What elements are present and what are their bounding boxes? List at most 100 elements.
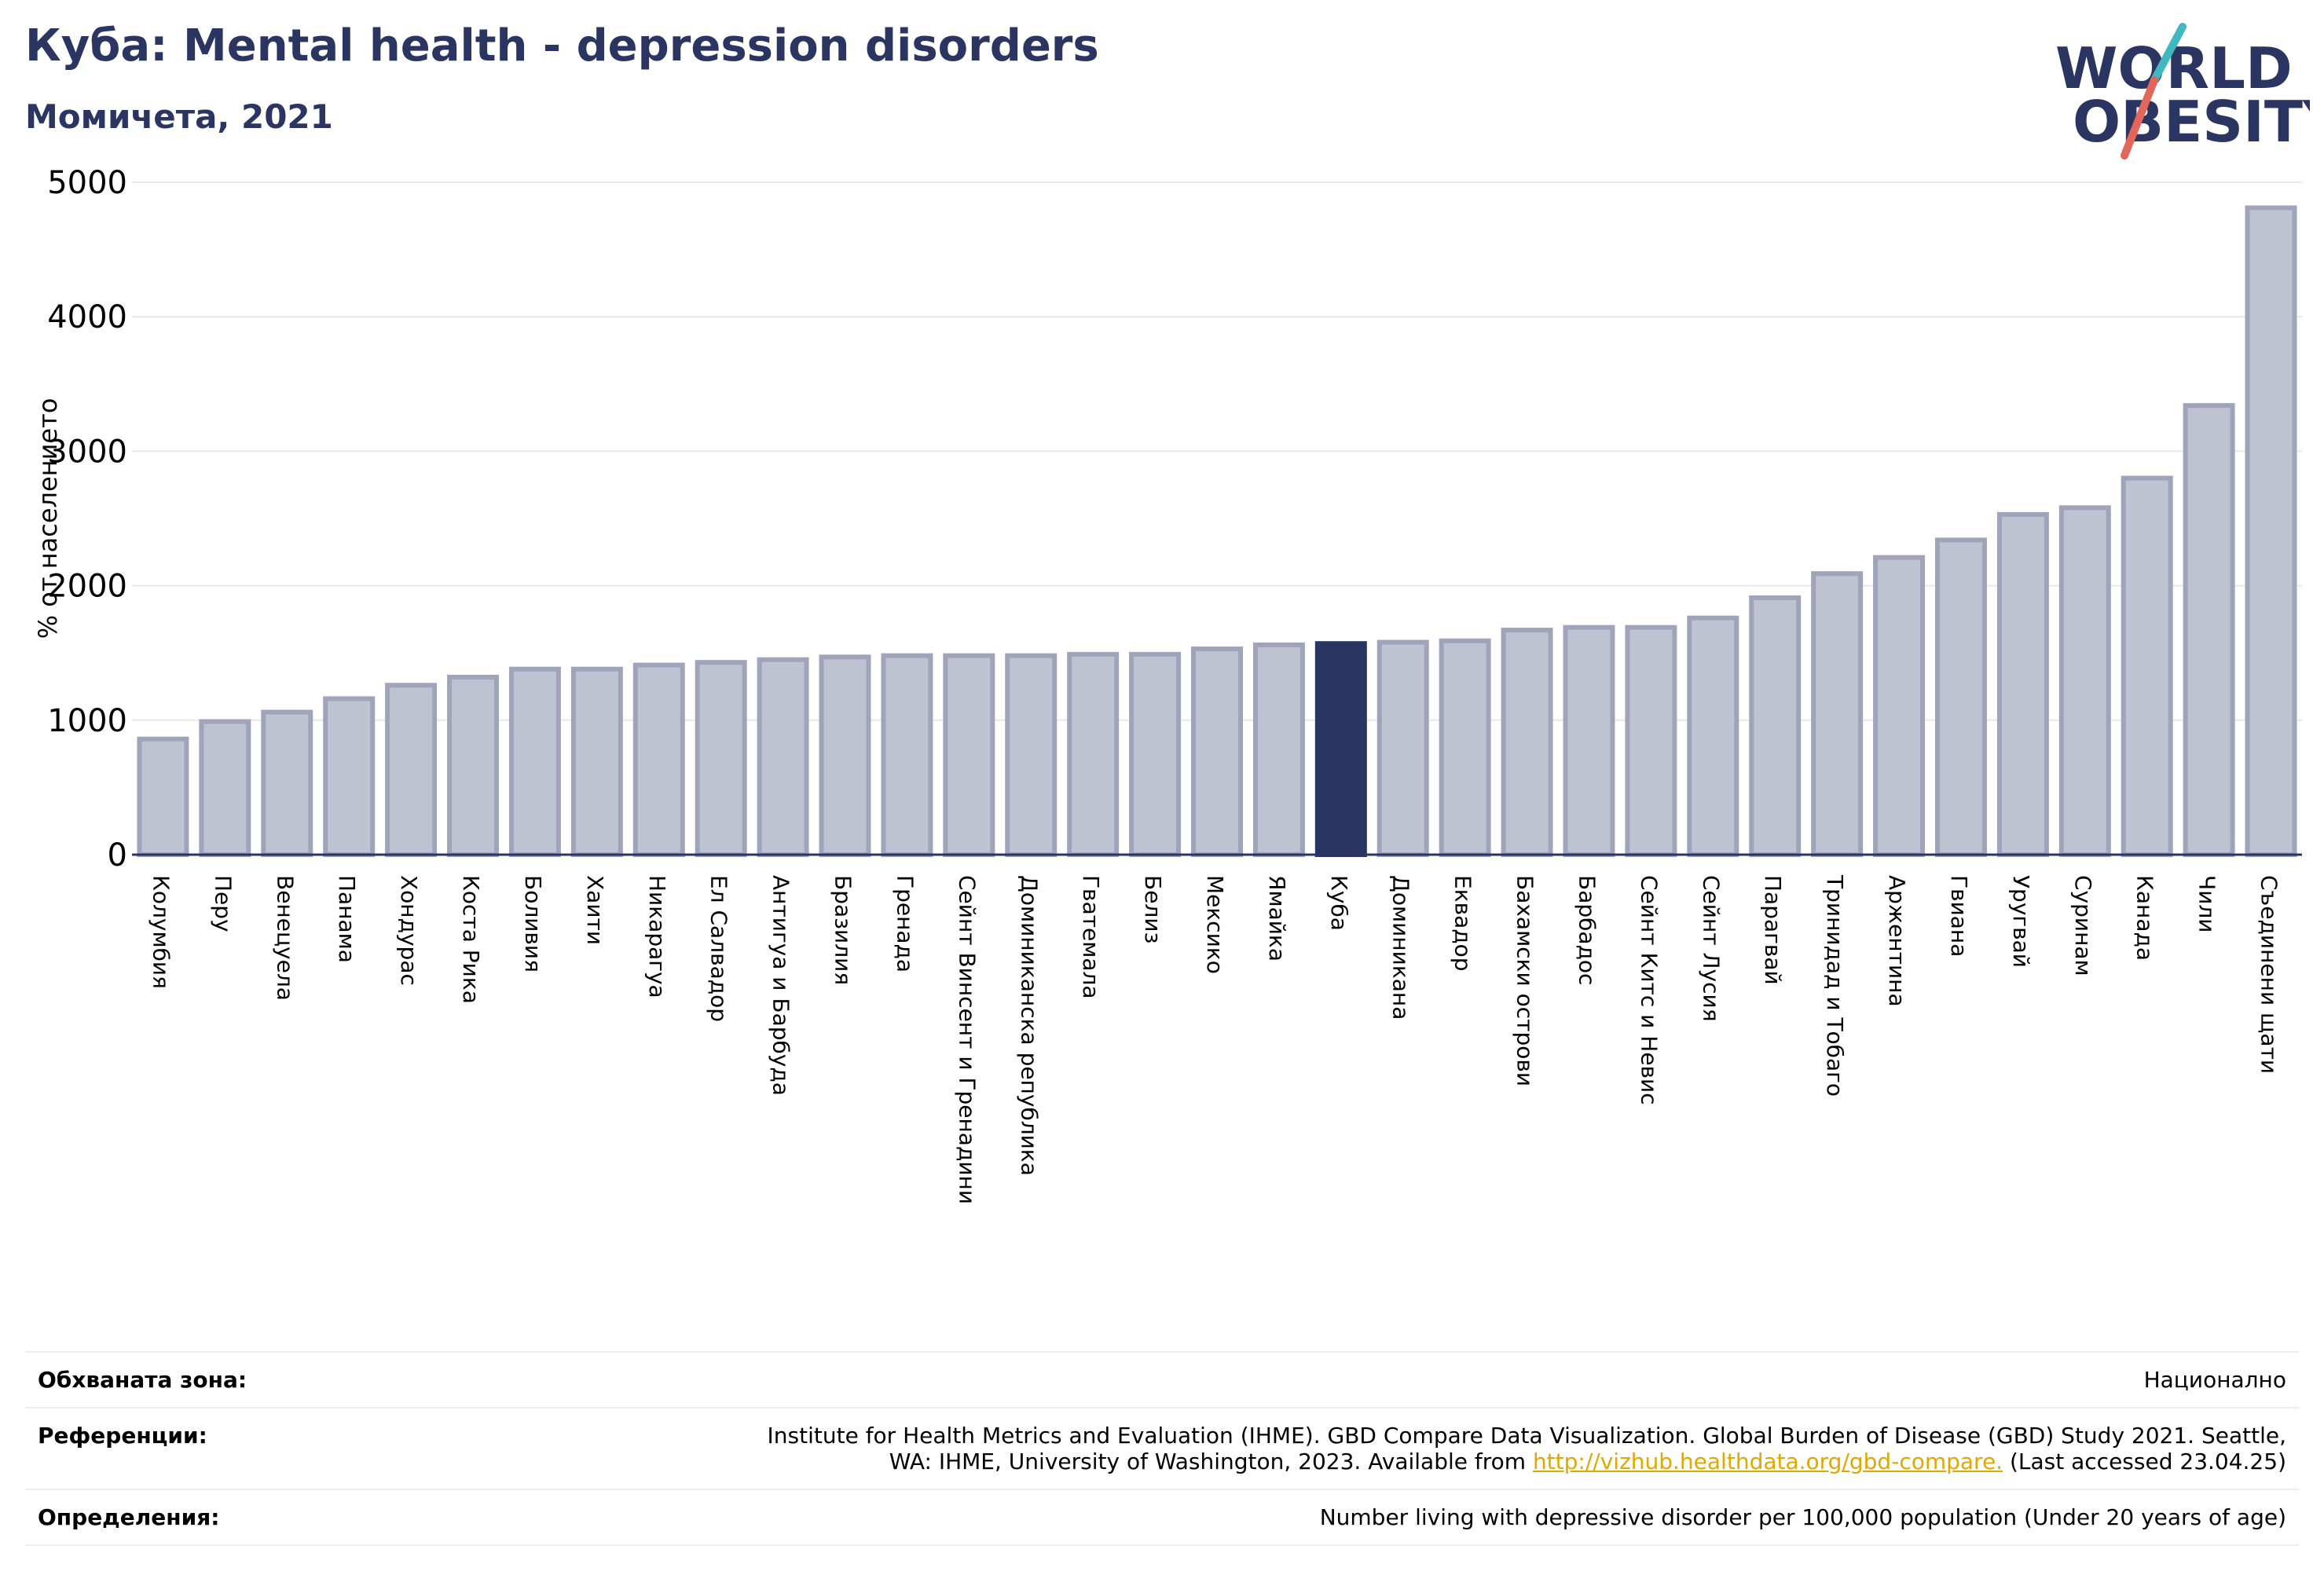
x-tick-label: Куба bbox=[1326, 875, 1352, 931]
bar bbox=[819, 654, 871, 857]
bar bbox=[2245, 205, 2297, 857]
x-tick-label: Съединени щати bbox=[2256, 875, 2282, 1074]
bar bbox=[2183, 403, 2235, 857]
x-tick-label: Колумбия bbox=[148, 875, 174, 989]
bar bbox=[323, 696, 376, 858]
definitions-label: Определения: bbox=[38, 1504, 220, 1530]
bar bbox=[1005, 653, 1058, 858]
bar bbox=[632, 662, 685, 857]
definitions-value: Number living with depressive disorder p… bbox=[1319, 1504, 2286, 1530]
x-tick-label: Парагвай bbox=[1760, 875, 1786, 985]
bar bbox=[261, 709, 313, 858]
bar bbox=[508, 666, 561, 858]
y-tick-label: 4000 bbox=[47, 299, 127, 335]
logo-text-obesity: OBESITY bbox=[2073, 89, 2310, 155]
bar bbox=[199, 719, 251, 858]
bar bbox=[1501, 628, 1553, 857]
x-tick-label: Никарагуа bbox=[644, 875, 670, 998]
x-tick-label: Еквадор bbox=[1450, 875, 1476, 972]
references-text-line1: Institute for Health Metrics and Evaluat… bbox=[767, 1423, 2286, 1449]
x-tick-label: Белиз bbox=[1140, 875, 1166, 943]
x-tick-label: Доминикана bbox=[1388, 875, 1414, 1020]
x-tick-label: Суринам bbox=[2070, 875, 2096, 976]
x-tick-label: Сейнт Лусия bbox=[1698, 875, 1724, 1022]
logo-slash-top bbox=[2150, 23, 2187, 84]
y-axis-ticks: 0 1000 2000 3000 4000 5000 bbox=[47, 165, 127, 874]
x-tick-label: Гренада bbox=[892, 875, 918, 972]
bar bbox=[1191, 646, 1243, 858]
bar bbox=[570, 666, 623, 858]
x-axis-labels: Колумбия Перу Венецуела Панама Хондурас Коста… bbox=[148, 874, 2282, 1204]
x-tick-label: Сейнт Винсент и Гренадини bbox=[954, 875, 980, 1204]
bar bbox=[1811, 571, 1864, 858]
x-tick-label: Тринидад и Тобаго bbox=[1822, 874, 1848, 1097]
x-tick-label: Канада bbox=[2132, 875, 2158, 961]
bar bbox=[1873, 555, 1926, 857]
x-tick-label: Доминиканска република bbox=[1016, 875, 1042, 1176]
y-axis-label: % от населението bbox=[33, 398, 63, 639]
references-label: Референции: bbox=[38, 1423, 207, 1449]
coverage-row: Обхваната зона: Национално bbox=[25, 1351, 2299, 1407]
bar bbox=[2121, 475, 2173, 857]
x-tick-label: Панама bbox=[334, 875, 360, 963]
bar-chart: 0 1000 2000 3000 4000 5000 Колумбия Перу Венецу… bbox=[33, 165, 2302, 1204]
coverage-value: Национално bbox=[2143, 1367, 2286, 1393]
y-tick-label: 0 bbox=[108, 837, 127, 874]
x-tick-label: Венецуела bbox=[272, 875, 298, 1001]
x-tick-label: Гватемала bbox=[1078, 875, 1104, 999]
bar bbox=[1376, 639, 1429, 858]
y-tick-label: 5000 bbox=[47, 165, 127, 201]
x-tick-label: Перу bbox=[210, 875, 236, 932]
bar bbox=[1439, 638, 1491, 857]
references-accessed: (Last accessed 23.04.25) bbox=[2003, 1449, 2286, 1474]
bar bbox=[881, 653, 933, 858]
x-tick-label: Барбадос bbox=[1574, 875, 1600, 985]
chart-subtitle: Момичета, 2021 bbox=[25, 97, 333, 136]
bar bbox=[695, 660, 747, 858]
bar bbox=[1563, 625, 1615, 857]
x-tick-label: Чили bbox=[2194, 875, 2220, 933]
x-tick-label: Хаити bbox=[582, 875, 608, 945]
x-tick-label: Бразилия bbox=[830, 875, 856, 985]
bar bbox=[1129, 651, 1182, 857]
bar bbox=[1749, 595, 1802, 857]
x-tick-label: Коста Рика bbox=[458, 875, 484, 1004]
references-link[interactable]: http://vizhub.healthdata.org/gbd-compare… bbox=[1532, 1449, 2003, 1474]
y-tick-label: 2000 bbox=[47, 569, 127, 605]
bars bbox=[137, 205, 2297, 858]
bar bbox=[447, 675, 500, 857]
coverage-label: Обхваната зона: bbox=[38, 1367, 247, 1393]
bar bbox=[2058, 505, 2111, 858]
definitions-row: Определения: Number living with depressi… bbox=[25, 1489, 2299, 1546]
x-tick-label: Бахамски острови bbox=[1512, 875, 1538, 1086]
x-tick-label: Сейнт Китс и Невис bbox=[1636, 875, 1662, 1105]
bar bbox=[943, 653, 995, 858]
bar bbox=[1625, 625, 1677, 857]
bar bbox=[1934, 537, 1987, 858]
x-tick-label: Антигуа и Барбуда bbox=[768, 875, 794, 1096]
bar bbox=[1252, 642, 1305, 857]
x-tick-label: Мексико bbox=[1202, 875, 1228, 974]
y-tick-label: 3000 bbox=[47, 434, 127, 470]
bar-highlighted bbox=[1314, 641, 1367, 857]
x-tick-label: Гвиана bbox=[1946, 875, 1972, 957]
logo-slash-bottom bbox=[2121, 76, 2158, 159]
references-text-line2: WA: IHME, University of Washington, 2023… bbox=[889, 1449, 1533, 1474]
x-tick-label: Боливия bbox=[520, 875, 546, 972]
world-obesity-logo: WORLD OBESITY bbox=[2055, 23, 2310, 159]
references-value: Institute for Health Metrics and Evaluat… bbox=[768, 1423, 2286, 1474]
metadata-table: Обхваната зона: Национално Референции: I… bbox=[25, 1351, 2299, 1546]
x-tick-label: Аржентина bbox=[1884, 875, 1910, 1007]
x-tick-label: Ямайка bbox=[1264, 875, 1290, 961]
chart-title: Куба: Mental health - depression disorde… bbox=[25, 20, 1099, 71]
bar bbox=[1996, 511, 2049, 857]
bar bbox=[1687, 615, 1739, 857]
bar bbox=[385, 683, 438, 858]
bar bbox=[137, 736, 189, 857]
x-tick-label: Уругвай bbox=[2008, 875, 2034, 968]
references-row: Референции: Institute for Health Metrics… bbox=[25, 1407, 2299, 1489]
y-tick-label: 1000 bbox=[47, 703, 127, 739]
x-tick-label: Хондурас bbox=[396, 875, 422, 986]
x-tick-label: Ел Салвадор bbox=[706, 875, 732, 1022]
bar bbox=[1067, 651, 1120, 857]
